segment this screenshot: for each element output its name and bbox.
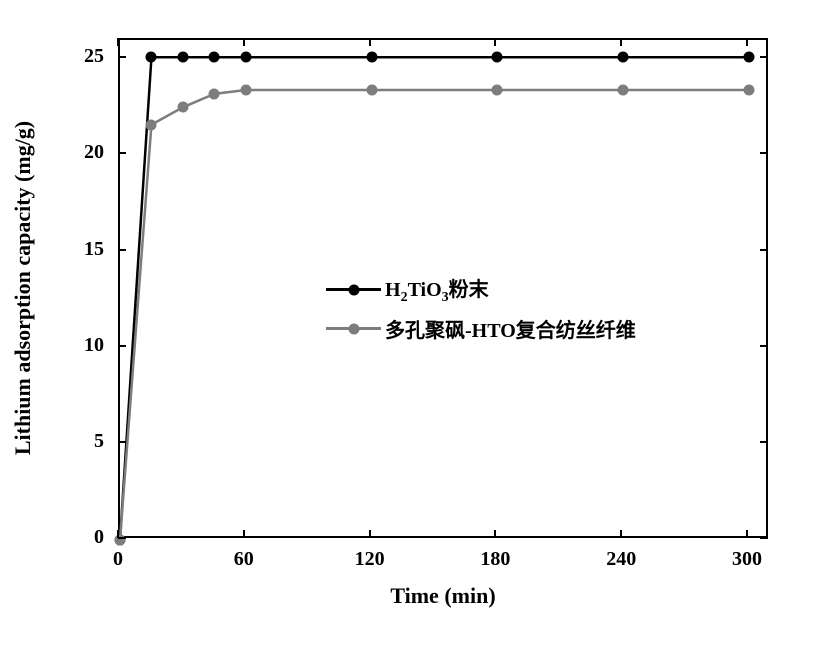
y-tick-mark	[118, 152, 126, 154]
y-tick-mark	[118, 345, 126, 347]
y-tick-mark	[760, 441, 768, 443]
x-tick-mark	[620, 38, 622, 46]
x-tick-mark	[369, 530, 371, 538]
data-point-h2tio3	[366, 52, 377, 63]
legend: H2TiO3粉末多孔聚砜-HTO复合纺丝纤维	[326, 273, 636, 351]
y-tick-mark	[118, 56, 126, 58]
data-point-composite	[240, 85, 251, 96]
legend-marker-icon	[348, 323, 359, 334]
data-point-h2tio3	[146, 52, 157, 63]
y-axis-title: Lithium adsorption capacity (mg/g)	[10, 121, 36, 455]
x-tick-mark	[369, 38, 371, 46]
y-tick-mark	[118, 441, 126, 443]
data-point-h2tio3	[177, 52, 188, 63]
data-point-h2tio3	[209, 52, 220, 63]
x-tick-label: 60	[234, 548, 254, 571]
x-tick-mark	[243, 530, 245, 538]
legend-item-h2tio3: H2TiO3粉末	[326, 273, 636, 306]
y-tick-mark	[760, 537, 768, 539]
x-tick-mark	[620, 530, 622, 538]
x-tick-label: 180	[480, 548, 510, 571]
y-tick-mark	[760, 152, 768, 154]
x-tick-mark	[117, 38, 119, 46]
x-tick-label: 300	[732, 548, 762, 571]
x-tick-mark	[117, 530, 119, 538]
x-tick-label: 120	[355, 548, 385, 571]
legend-label: 多孔聚砜-HTO复合纺丝纤维	[385, 314, 636, 343]
y-tick-mark	[760, 345, 768, 347]
chart-container: Lithium adsorption capacity (mg/g) Time …	[0, 0, 830, 651]
x-tick-mark	[746, 530, 748, 538]
y-tick-label: 0	[94, 526, 104, 549]
y-tick-label: 20	[84, 141, 104, 164]
y-tick-mark	[760, 249, 768, 251]
data-point-h2tio3	[492, 52, 503, 63]
data-point-composite	[146, 119, 157, 130]
x-tick-mark	[243, 38, 245, 46]
x-tick-mark	[494, 530, 496, 538]
y-tick-mark	[118, 249, 126, 251]
y-tick-label: 10	[84, 334, 104, 357]
legend-line-icon	[326, 288, 381, 291]
legend-marker-icon	[348, 284, 359, 295]
y-tick-mark	[118, 537, 126, 539]
x-tick-mark	[746, 38, 748, 46]
x-tick-mark	[494, 38, 496, 46]
data-point-h2tio3	[744, 52, 755, 63]
x-tick-label: 0	[113, 548, 123, 571]
y-tick-label: 5	[94, 430, 104, 453]
y-tick-mark	[760, 56, 768, 58]
legend-label: H2TiO3粉末	[385, 273, 489, 306]
data-point-h2tio3	[240, 52, 251, 63]
data-point-composite	[492, 85, 503, 96]
y-tick-label: 25	[84, 45, 104, 68]
x-tick-label: 240	[606, 548, 636, 571]
data-point-composite	[366, 85, 377, 96]
data-point-composite	[177, 102, 188, 113]
data-point-composite	[209, 88, 220, 99]
y-tick-label: 15	[84, 238, 104, 261]
data-point-composite	[744, 85, 755, 96]
data-point-h2tio3	[618, 52, 629, 63]
legend-item-composite: 多孔聚砜-HTO复合纺丝纤维	[326, 314, 636, 343]
legend-line-icon	[326, 327, 381, 330]
data-point-composite	[618, 85, 629, 96]
x-axis-title: Time (min)	[390, 583, 495, 609]
